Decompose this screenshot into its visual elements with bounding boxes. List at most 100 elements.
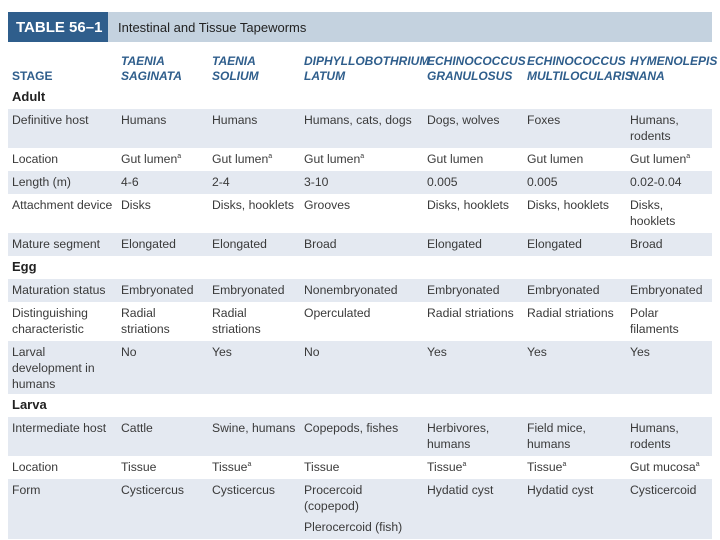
table-cell: Humans	[117, 109, 208, 148]
table-cell: Elongated	[523, 233, 626, 256]
table-cell: Gut mucosaa	[626, 456, 712, 479]
table-row: Location Gut lumena Gut lumena Gut lumen…	[8, 148, 712, 171]
row-label: Length (m)	[8, 171, 117, 194]
table-cell: Embryonated	[626, 279, 712, 302]
table-cell: Gut lumena	[300, 148, 423, 171]
table-cell: Cysticercoid	[626, 479, 712, 516]
table-cell: Copepods, fishes	[300, 417, 423, 456]
table-cell: Cattle	[117, 417, 208, 456]
table-cell	[523, 516, 626, 539]
table-cell: Herbivores, humans	[423, 417, 523, 456]
row-label: Mature segment	[8, 233, 117, 256]
table-row: Definitive host Humans Humans Humans, ca…	[8, 109, 712, 148]
column-header-taenia-saginata: TAENIA SAGINATA	[121, 54, 182, 83]
row-label: Larval development in humans	[8, 341, 117, 394]
row-label: Definitive host	[8, 109, 117, 148]
column-header-stage: STAGE	[12, 69, 53, 83]
table-cell: 3-10	[300, 171, 423, 194]
table-cell: Radial striations	[117, 302, 208, 341]
table-row: Larval development in humans No Yes No Y…	[8, 341, 712, 394]
column-header-echinococcus-granulosus: ECHINOCOCCUS GRANULOSUS	[427, 54, 526, 83]
section-label: Adult	[8, 86, 712, 109]
row-label: Location	[8, 456, 117, 479]
table-cell: Disks, hooklets	[208, 194, 300, 233]
table-cell: Yes	[626, 341, 712, 394]
table-cell: 0.005	[423, 171, 523, 194]
table-cell: Field mice, humans	[523, 417, 626, 456]
column-header-diphyllobothrium-latum: DIPHYLLOBOTHRIUM LATUM	[304, 54, 430, 83]
row-label: Maturation status	[8, 279, 117, 302]
table-cell: Elongated	[208, 233, 300, 256]
table-cell: Disks	[117, 194, 208, 233]
table-cell: Humans	[208, 109, 300, 148]
table-cell	[626, 516, 712, 539]
table-cell: Humans, rodents	[626, 109, 712, 148]
section-larva: Larva	[8, 394, 712, 417]
footnote-mark: a	[562, 460, 567, 468]
table-row: Mature segment Elongated Elongated Broad…	[8, 233, 712, 256]
row-label: Form	[8, 479, 117, 516]
table-cell: Tissue	[117, 456, 208, 479]
table-title: Intestinal and Tissue Tapeworms	[118, 19, 307, 35]
section-label: Egg	[8, 256, 712, 279]
table-cell: Tissue	[300, 456, 423, 479]
section-label: Larva	[8, 394, 712, 417]
table-cell: Radial striations	[523, 302, 626, 341]
table-cell: Gut lumen	[423, 148, 523, 171]
table-row: Location Tissue Tissuea Tissue Tissuea T…	[8, 456, 712, 479]
footnote-mark: a	[177, 152, 182, 160]
table-cell: Broad	[626, 233, 712, 256]
table-cell: 0.005	[523, 171, 626, 194]
table-cell: Grooves	[300, 194, 423, 233]
table-cell	[117, 516, 208, 539]
table-row: Intermediate host Cattle Swine, humans C…	[8, 417, 712, 456]
table-cell: 4-6	[117, 171, 208, 194]
table-cell: Hydatid cyst	[423, 479, 523, 516]
table-row: Plerocercoid (fish)	[8, 516, 712, 539]
table-cell: Broad	[300, 233, 423, 256]
footnote-mark: a	[695, 460, 700, 468]
column-header-echinococcus-multilocularis: ECHINOCOCCUS MULTILOCULARIS	[527, 54, 633, 83]
table-cell: Elongated	[117, 233, 208, 256]
table-cell: Gut lumena	[117, 148, 208, 171]
section-adult: Adult	[8, 86, 712, 109]
footnote-mark: a	[360, 152, 365, 160]
table-cell: Gut lumena	[208, 148, 300, 171]
table-cell: No	[117, 341, 208, 394]
footnote-mark: a	[462, 460, 467, 468]
table-cell: Gut lumen	[523, 148, 626, 171]
table-row: Length (m) 4-6 2-4 3-10 0.005 0.005 0.02…	[8, 171, 712, 194]
footnote-mark: a	[686, 152, 691, 160]
table-row: Distinguishing characteristic Radial str…	[8, 302, 712, 341]
table-cell	[208, 516, 300, 539]
table-cell: Cysticercus	[208, 479, 300, 516]
table-title-bar: TABLE 56–1 Intestinal and Tissue Tapewor…	[8, 12, 712, 42]
table-cell: Humans, rodents	[626, 417, 712, 456]
table-cell: Elongated	[423, 233, 523, 256]
section-egg: Egg	[8, 256, 712, 279]
footnote-mark: a	[247, 460, 252, 468]
table-cell: Hydatid cyst	[523, 479, 626, 516]
table-cell: Yes	[523, 341, 626, 394]
header-row: STAGE TAENIA SAGINATA TAENIA SOLIUM DIPHYL…	[8, 44, 717, 86]
table-cell: Tissuea	[523, 456, 626, 479]
table-cell: Embryonated	[117, 279, 208, 302]
table-cell: Disks, hooklets	[523, 194, 626, 233]
table-cell: Disks, hooklets	[423, 194, 523, 233]
table-cell: Procercoid (copepod)	[300, 479, 423, 516]
table-cell: Plerocercoid (fish)	[300, 516, 423, 539]
table-cell: Radial striations	[208, 302, 300, 341]
table-cell	[423, 516, 523, 539]
table-row: Form Cysticercus Cysticercus Procercoid …	[8, 479, 712, 516]
table-cell: No	[300, 341, 423, 394]
footnote-mark: a	[268, 152, 273, 160]
table-cell: Swine, humans	[208, 417, 300, 456]
row-label: Attachment device	[8, 194, 117, 233]
table-cell: Yes	[423, 341, 523, 394]
table-cell: Operculated	[300, 302, 423, 341]
tapeworm-table: STAGE TAENIA SAGINATA TAENIA SOLIUM DIPHYL…	[8, 44, 717, 539]
table-cell: Embryonated	[423, 279, 523, 302]
table-cell: Foxes	[523, 109, 626, 148]
table-cell: 2-4	[208, 171, 300, 194]
